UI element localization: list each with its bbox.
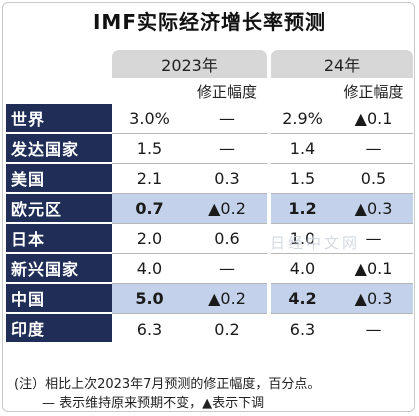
subheader-blank — [271, 78, 334, 104]
revision-2024: 0.5 — [334, 164, 414, 194]
row-name: 印度 — [6, 314, 112, 344]
year-header-row: 2023年 24年 — [6, 50, 414, 78]
revision-header-2024: 修正幅度 — [343, 82, 404, 101]
revision-2023: ▲0.2 — [187, 284, 268, 314]
table-row: 中国 5.0 ▲0.2 4.2 ▲0.3 — [6, 284, 414, 314]
revision-2023: 0.6 — [187, 224, 268, 254]
value-2024: 1.0 — [271, 224, 335, 254]
revision-2024: — — [334, 134, 414, 164]
revision-2023: — — [187, 104, 268, 134]
row-name: 中国 — [6, 284, 112, 314]
column-separator — [267, 104, 272, 134]
column-separator — [267, 164, 272, 194]
table-row: 欧元区 0.7 ▲0.2 1.2 ▲0.3 — [6, 194, 414, 224]
revision-2023: 0.2 — [214, 319, 240, 339]
year-2024-header: 24年 — [271, 50, 414, 78]
value-2024: 4.0 — [271, 254, 335, 284]
forecast-table: 2023年 24年 修正幅度 修正幅度 世界 3.0% — 2.9% ▲0.1 … — [6, 50, 414, 344]
row-name: 新兴国家 — [6, 254, 112, 284]
column-separator — [267, 134, 272, 164]
table-row: 日本 2.0 0.6 1.0 — — [6, 224, 414, 254]
footnote-legend: — 表示维持原来预期不变，▲表示下调 — [42, 396, 265, 411]
year-2023-header: 2023年 — [112, 50, 268, 78]
value-2024: 1.5 — [271, 164, 335, 194]
figure-title: IMF实际经济增长率预测 — [92, 10, 326, 34]
row-name: 日本 — [6, 224, 112, 254]
subheader-row: 修正幅度 修正幅度 — [6, 78, 413, 104]
column-separator — [267, 314, 272, 344]
revision-2023: — — [187, 254, 268, 284]
table-row: 世界 3.0% — 2.9% ▲0.1 — [6, 104, 414, 134]
table-row: 发达国家 1.5 — 1.4 — — [6, 134, 414, 164]
value-2023: 6.3 — [136, 319, 163, 339]
row-name: 世界 — [6, 104, 112, 134]
footnote: (注）相比上次2023年7月预测的修正幅度，百分点。 — [14, 377, 321, 392]
table-row: 印度 6.3 0.2 6.3 — — [6, 314, 413, 344]
value-2023: 3.0% — [112, 104, 187, 134]
revision-2024: ▲0.1 — [334, 254, 414, 284]
revision-2024: ▲0.3 — [334, 284, 414, 314]
row-name: 发达国家 — [6, 134, 112, 164]
column-separator — [267, 284, 272, 314]
table-row: 新兴国家 4.0 — 4.0 ▲0.1 — [6, 254, 414, 284]
value-2024: 4.2 — [271, 284, 335, 314]
table-row: 美国 2.1 0.3 1.5 0.5 — [6, 164, 414, 194]
subheader-blank — [112, 78, 187, 104]
value-2023: 2.1 — [112, 164, 187, 194]
revision-2024: — — [334, 224, 414, 254]
value-2023: 0.7 — [112, 194, 187, 224]
revision-header-2023: 修正幅度 — [197, 82, 258, 101]
blank-header — [6, 50, 112, 78]
column-separator — [267, 254, 272, 284]
row-name: 欧元区 — [6, 194, 112, 224]
value-2023: 1.5 — [112, 134, 187, 164]
revision-2024: — — [365, 319, 382, 339]
revision-2023: — — [187, 134, 268, 164]
watermark: 日经中文网 — [270, 234, 361, 252]
value-2024: 1.4 — [271, 134, 335, 164]
revision-2024: ▲0.1 — [334, 104, 414, 134]
revision-2024: ▲0.3 — [334, 194, 414, 224]
value-2024: 6.3 — [289, 319, 316, 339]
column-separator — [267, 224, 272, 254]
column-separator — [267, 194, 272, 224]
row-name: 美国 — [6, 164, 112, 194]
value-2023: 4.0 — [112, 254, 187, 284]
value-2023: 2.0 — [112, 224, 187, 254]
revision-2023: ▲0.2 — [187, 194, 268, 224]
revision-2023: 0.3 — [187, 164, 268, 194]
value-2023: 5.0 — [112, 284, 187, 314]
value-2024: 1.2 — [271, 194, 335, 224]
value-2024: 2.9% — [271, 104, 335, 134]
subheader-blank — [6, 78, 112, 104]
